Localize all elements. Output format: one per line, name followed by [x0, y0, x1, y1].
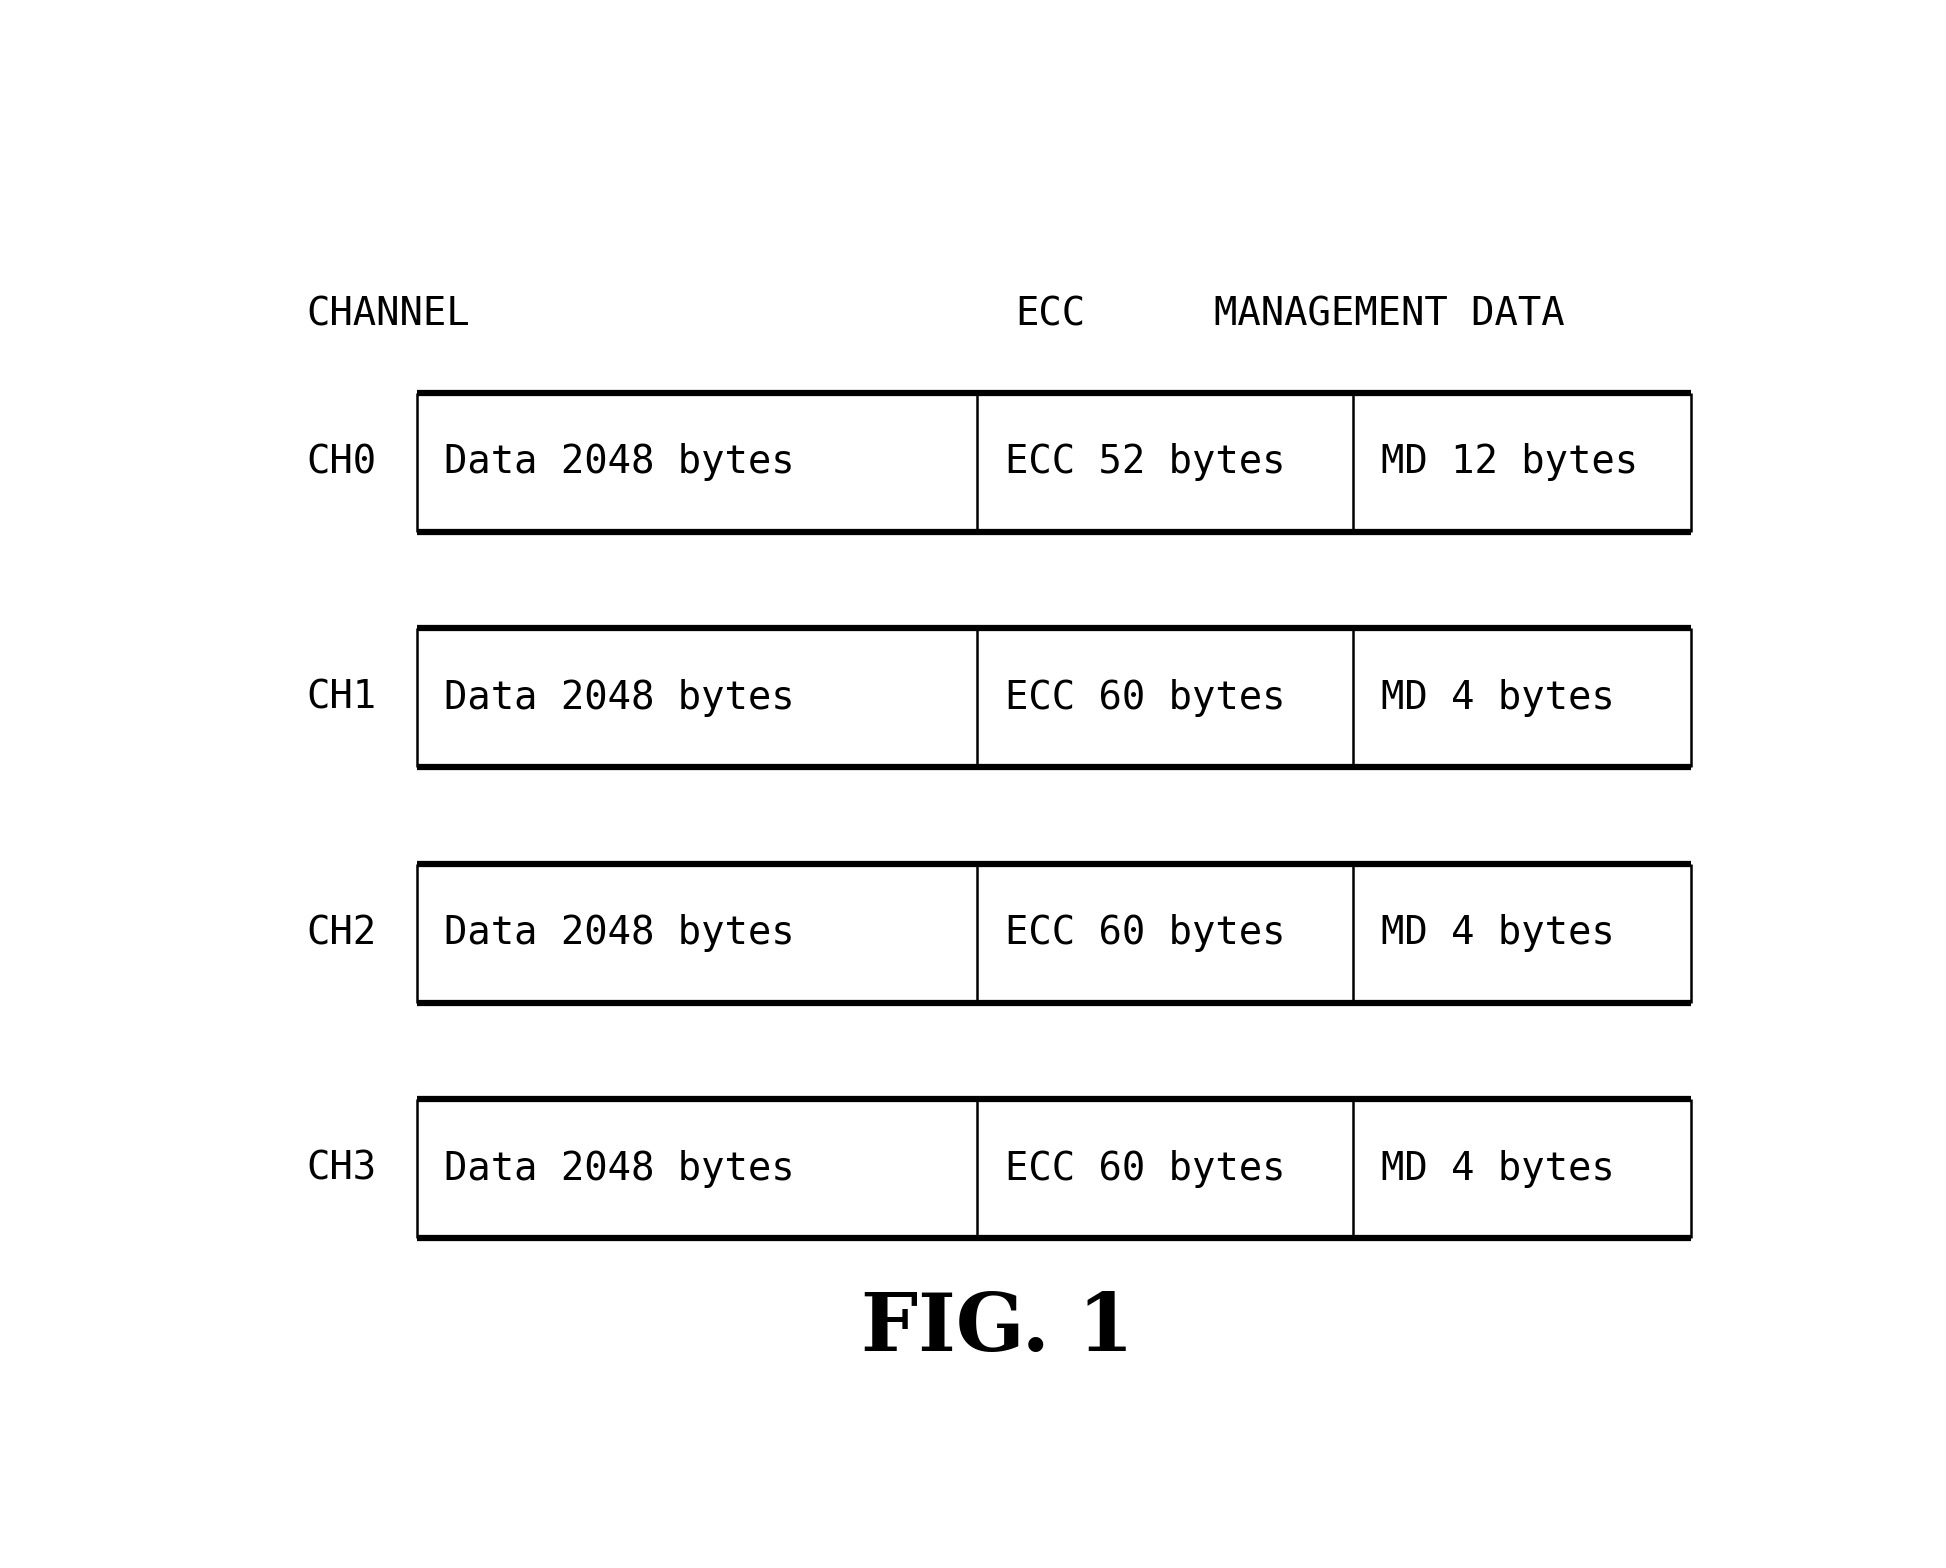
Text: Data 2048 bytes: Data 2048 bytes — [444, 679, 794, 717]
Text: Data 2048 bytes: Data 2048 bytes — [444, 914, 794, 952]
Text: MD 4 bytes: MD 4 bytes — [1380, 679, 1615, 717]
Text: MANAGEMENT DATA: MANAGEMENT DATA — [1214, 296, 1565, 334]
Text: CH0: CH0 — [307, 444, 378, 481]
Text: ECC 60 bytes: ECC 60 bytes — [1004, 1149, 1284, 1187]
Text: ECC: ECC — [1016, 296, 1086, 334]
Text: FIG. 1: FIG. 1 — [860, 1290, 1135, 1369]
Text: CHANNEL: CHANNEL — [307, 296, 471, 334]
Text: MD 4 bytes: MD 4 bytes — [1380, 1149, 1615, 1187]
Text: CH1: CH1 — [307, 679, 378, 717]
Text: ECC 60 bytes: ECC 60 bytes — [1004, 679, 1284, 717]
Text: CH2: CH2 — [307, 914, 378, 952]
Text: Data 2048 bytes: Data 2048 bytes — [444, 444, 794, 481]
Text: MD 4 bytes: MD 4 bytes — [1380, 914, 1615, 952]
Text: CH3: CH3 — [307, 1149, 378, 1187]
Text: ECC 60 bytes: ECC 60 bytes — [1004, 914, 1284, 952]
Text: MD 12 bytes: MD 12 bytes — [1380, 444, 1639, 481]
Text: Data 2048 bytes: Data 2048 bytes — [444, 1149, 794, 1187]
Text: ECC 52 bytes: ECC 52 bytes — [1004, 444, 1284, 481]
